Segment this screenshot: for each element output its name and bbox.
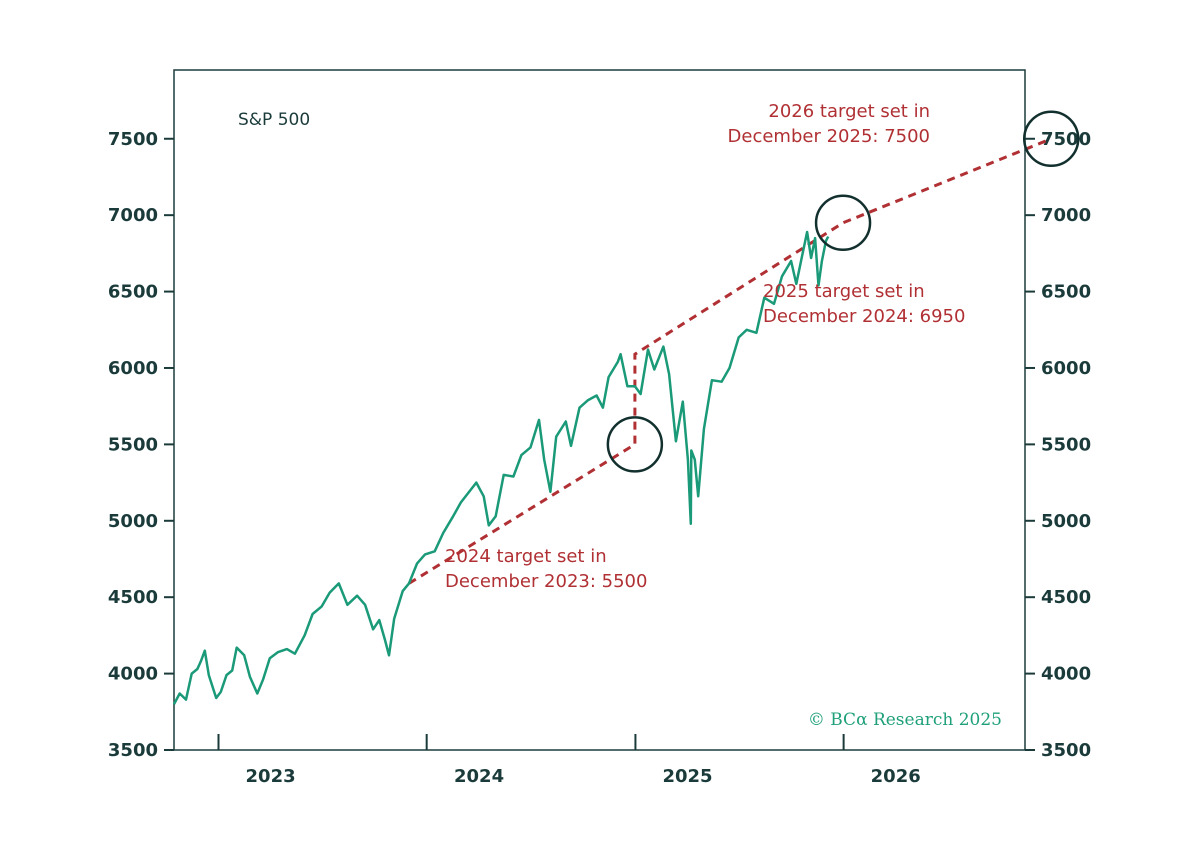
y-tick-label-left: 4000 — [108, 664, 158, 685]
series-label: S&P 500 — [238, 110, 310, 130]
y-tick-label-left: 4500 — [108, 587, 158, 608]
x-tick-label: 2026 — [871, 766, 921, 787]
y-tick-label-right: 7500 — [1041, 129, 1091, 150]
x-tick-label: 2024 — [454, 766, 504, 787]
y-tick-label-right: 4500 — [1041, 587, 1091, 608]
y-tick-label-right: 6500 — [1041, 282, 1091, 303]
x-tick-label: 2023 — [246, 766, 296, 787]
target-annotation-line: 2025 target set in — [763, 281, 925, 302]
y-tick-label-left: 7000 — [108, 205, 158, 226]
y-tick-label-left: 6000 — [108, 358, 158, 379]
target-annotations: 2024 target set in December 2023: 5500 202… — [445, 101, 965, 592]
y-axis-right: 3500 4000 4500 5000 5500 6000 6500 7000 7500 — [1025, 129, 1091, 761]
target-annotation-line: 2026 target set in — [768, 101, 930, 122]
target-annotation-line: December 2024: 6950 — [763, 306, 965, 327]
y-tick-label-left: 5500 — [108, 434, 158, 455]
plot-frame — [173, 69, 1026, 751]
y-axis-left: 3500 4000 4500 5000 5500 6000 6500 7000 7500 — [108, 129, 174, 761]
y-tick-label-right: 5500 — [1041, 434, 1091, 455]
x-axis: 2023 2024 2025 2026 — [217, 734, 921, 787]
y-tick-label-right: 7000 — [1041, 205, 1091, 226]
y-tick-label-right: 3500 — [1041, 740, 1091, 761]
copyright-text: © BCα Research 2025 — [808, 710, 1002, 730]
y-tick-label-left: 6500 — [108, 282, 158, 303]
target-circle — [814, 194, 872, 252]
y-tick-label-right: 5000 — [1041, 511, 1091, 532]
target-trend-line — [408, 137, 1052, 585]
y-tick-label-right: 6000 — [1041, 358, 1091, 379]
y-tick-label-left: 7500 — [108, 129, 158, 150]
y-tick-label-left: 3500 — [108, 740, 158, 761]
y-tick-label-left: 5000 — [108, 511, 158, 532]
sp500-price-line — [172, 230, 830, 705]
target-circle — [1022, 110, 1080, 168]
target-circle — [606, 416, 664, 473]
x-tick-label: 2025 — [662, 766, 712, 787]
target-annotation-line: December 2023: 5500 — [445, 571, 647, 592]
target-annotation-line: 2024 target set in — [445, 546, 607, 567]
y-tick-label-right: 4000 — [1041, 664, 1091, 685]
target-annotation-line: December 2025: 7500 — [728, 126, 930, 147]
target-markers — [606, 110, 1080, 473]
